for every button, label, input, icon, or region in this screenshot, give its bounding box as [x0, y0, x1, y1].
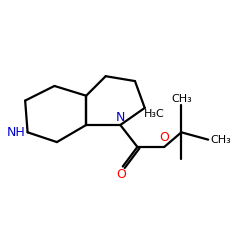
- Text: H₃C: H₃C: [144, 109, 164, 119]
- Text: NH: NH: [7, 126, 26, 139]
- Text: N: N: [116, 111, 125, 124]
- Text: O: O: [116, 168, 126, 181]
- Text: O: O: [159, 131, 169, 144]
- Text: CH₃: CH₃: [171, 94, 192, 104]
- Text: CH₃: CH₃: [210, 135, 231, 145]
